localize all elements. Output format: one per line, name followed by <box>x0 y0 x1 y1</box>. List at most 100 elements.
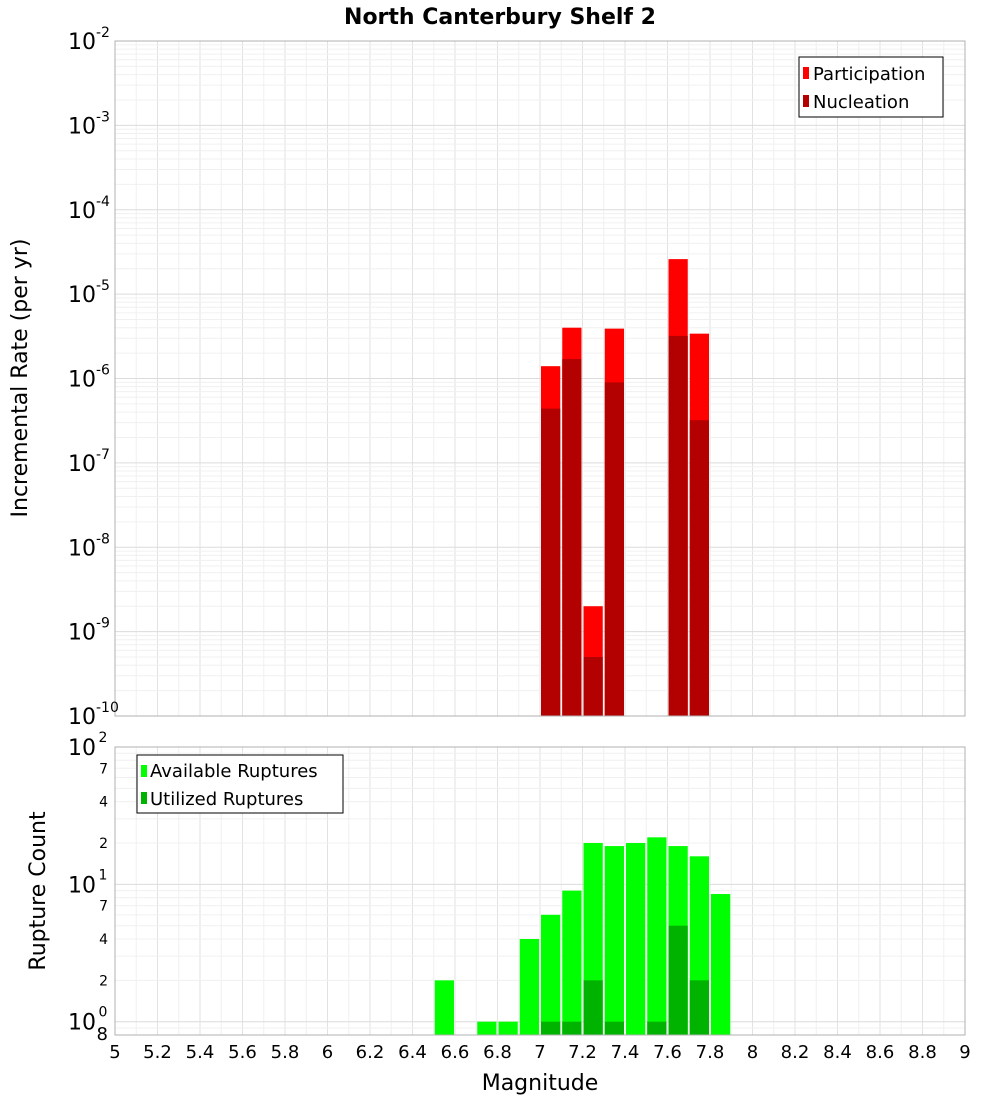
bar-utilized-ruptures <box>604 1021 624 1035</box>
x-tick-label: 5.6 <box>228 1042 257 1063</box>
x-tick-label: 6.2 <box>356 1042 385 1063</box>
legend-label-nucleation: Nucleation <box>813 92 909 113</box>
top-legend: Participation Nucleation <box>798 56 944 118</box>
bar-nucleation <box>668 335 688 716</box>
y-tick-exponent: -6 <box>96 363 110 379</box>
top-y-tick-label: 10 -5 <box>68 278 110 308</box>
legend-label-available: Available Ruptures <box>150 761 318 782</box>
bar-nucleation <box>562 359 582 716</box>
legend-swatch-nucleation <box>803 95 809 107</box>
x-axis-ticks: 5 5.2 5.4 5.6 5.8 6 6.2 6.4 6.6 6.8 7 7.2 7.4 7.6 7.8 8… <box>109 1042 970 1063</box>
bar-nucleation <box>689 420 709 716</box>
top-plot-y-axis-label: Incremental Rate (per yr) <box>8 239 33 518</box>
bar-available-ruptures <box>477 1021 497 1035</box>
y-tick-minor: 4 <box>99 795 108 811</box>
y-tick-base: 10 <box>68 1011 96 1036</box>
bottom-y-tick-label: 10 0 <box>68 1005 107 1036</box>
y-tick-base: 10 <box>68 30 96 55</box>
top-plot-y-ticks: 10-210-310-410-510-610-710-810-910-10 <box>68 25 119 730</box>
bar-utilized-ruptures <box>541 1021 561 1035</box>
x-tick-label: 7.2 <box>568 1042 597 1063</box>
legend-swatch-participation <box>803 67 809 79</box>
legend-label-participation: Participation <box>813 64 925 85</box>
legend-swatch-available <box>141 765 147 777</box>
bottom-plot-gridlines <box>114 746 966 1036</box>
x-tick-label: 6 <box>322 1042 333 1063</box>
bar-nucleation <box>541 408 561 716</box>
x-tick-label: 8 <box>747 1042 758 1063</box>
legend-label-utilized: Utilized Ruptures <box>150 789 303 810</box>
x-tick-label: 6.4 <box>398 1042 427 1063</box>
bottom-y-tick-label: 7 <box>99 899 108 915</box>
y-tick-base: 10 <box>68 114 96 139</box>
bar-available-ruptures <box>711 894 731 1035</box>
x-axis-label: Magnitude <box>482 1071 599 1096</box>
y-tick-minor: 4 <box>99 932 108 948</box>
y-tick-minor: 8 <box>97 1024 108 1045</box>
bar-utilized-ruptures <box>668 925 688 1035</box>
top-plot-frame <box>114 40 966 717</box>
y-tick-exponent: 2 <box>99 730 108 746</box>
y-tick-exponent: -3 <box>96 109 110 125</box>
top-plot-bars <box>541 259 709 716</box>
bar-available-ruptures <box>434 980 454 1035</box>
y-tick-base: 10 <box>68 199 96 224</box>
y-tick-exponent: -4 <box>96 194 110 210</box>
x-tick-label: 5.8 <box>271 1042 300 1063</box>
x-tick-label: 8.6 <box>866 1042 895 1063</box>
bottom-y-tick-label: 2 <box>99 836 108 852</box>
top-y-tick-label: 10 -8 <box>68 531 110 561</box>
bar-utilized-ruptures <box>689 980 709 1035</box>
x-tick-label: 9 <box>959 1042 970 1063</box>
bar-utilized-ruptures <box>562 1021 582 1035</box>
y-tick-minor: 2 <box>99 836 108 852</box>
bar-available-ruptures <box>498 1021 518 1035</box>
top-y-tick-label: 10 -2 <box>68 25 110 55</box>
y-tick-exponent: 1 <box>99 867 108 883</box>
bottom-y-tick-label: 8 <box>97 1024 108 1045</box>
bottom-y-tick-label: 10 2 <box>68 730 107 761</box>
bottom-plot-frame <box>114 746 966 1036</box>
y-tick-base: 10 <box>68 873 96 898</box>
y-tick-exponent: -9 <box>96 616 110 632</box>
y-tick-base: 10 <box>68 283 96 308</box>
bar-available-ruptures <box>604 846 624 1035</box>
bottom-y-tick-label: 10 1 <box>68 867 107 898</box>
top-plot-gridlines <box>114 40 966 717</box>
x-tick-label: 8.2 <box>781 1042 810 1063</box>
bar-available-ruptures <box>626 843 646 1035</box>
top-y-tick-label: 10 -10 <box>68 700 119 730</box>
y-tick-base: 10 <box>68 368 96 393</box>
bottom-plot-bars <box>434 837 731 1035</box>
bottom-y-tick-label: 4 <box>99 795 108 811</box>
top-y-tick-label: 10 -9 <box>68 616 110 646</box>
x-tick-label: 6.6 <box>441 1042 470 1063</box>
y-tick-minor: 7 <box>99 899 108 915</box>
y-tick-minor: 2 <box>99 973 108 989</box>
bar-available-ruptures <box>647 837 667 1035</box>
x-tick-label: 5 <box>109 1042 120 1063</box>
chart-title: North Canterbury Shelf 2 <box>344 5 656 30</box>
bar-available-ruptures <box>519 939 539 1035</box>
y-tick-base: 10 <box>68 536 96 561</box>
x-tick-label: 8.8 <box>908 1042 937 1063</box>
bottom-y-tick-label: 4 <box>99 932 108 948</box>
y-tick-base: 10 <box>68 621 96 646</box>
bottom-y-tick-label: 7 <box>99 761 108 777</box>
y-tick-minor: 7 <box>99 761 108 777</box>
bar-utilized-ruptures <box>583 980 603 1035</box>
x-tick-label: 8.4 <box>823 1042 852 1063</box>
y-tick-exponent: -8 <box>96 531 110 547</box>
bottom-plot-y-axis-label: Rupture Count <box>26 811 51 971</box>
y-tick-exponent: -2 <box>96 25 110 41</box>
bar-available-ruptures <box>562 890 582 1035</box>
top-y-tick-label: 10 -7 <box>68 447 110 477</box>
bottom-y-tick-label: 2 <box>99 973 108 989</box>
y-tick-base: 10 <box>68 452 96 477</box>
x-tick-label: 5.2 <box>143 1042 172 1063</box>
top-y-tick-label: 10 -4 <box>68 194 110 224</box>
x-tick-label: 5.4 <box>186 1042 215 1063</box>
bar-utilized-ruptures <box>647 1021 667 1035</box>
